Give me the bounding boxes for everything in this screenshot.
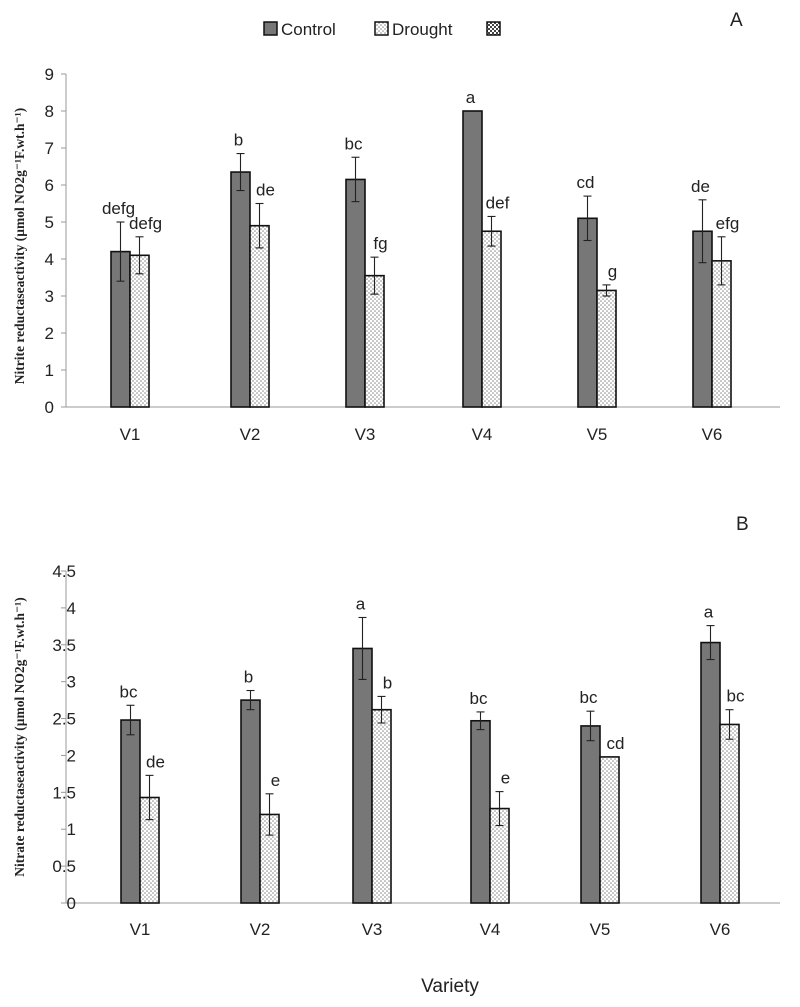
panel-a-significance-letter: bc [345, 134, 363, 153]
panel-a-significance-letter: g [608, 262, 617, 281]
panel-b-significance-letter: b [244, 668, 253, 687]
legend: Control Drought [263, 20, 501, 39]
panel-a-y-tick-label: 0 [45, 398, 54, 417]
panel-b-x-tick-label: V5 [590, 920, 611, 939]
panel-b-bar-control-v3 [352, 647, 373, 904]
panel-a-bar-drought-v4 [481, 230, 502, 408]
panel-b-bar-control-v2 [240, 699, 261, 904]
legend-control-label: Control [281, 20, 336, 39]
panel-b-significance-letter: cd [607, 734, 625, 753]
panel-a-significance-letter: defg [129, 214, 162, 233]
panel-a-bar-drought-v5 [596, 289, 617, 408]
legend-drought-label: Drought [392, 20, 453, 39]
panel-b-y-tick-label: 2.5 [52, 710, 76, 729]
panel-b-significance-letter: a [704, 603, 714, 622]
panel-a-x-tick-label: V1 [120, 425, 141, 444]
panel-b-bar-control-v5 [580, 725, 601, 904]
panel-b-x-tick-label: V6 [710, 920, 731, 939]
panel-a-significance-letter: de [691, 177, 710, 196]
panel-b-bar-control-v6 [700, 641, 721, 904]
x-axis-title: Variety [421, 976, 479, 997]
panel-b-y-tick-label: 2 [67, 746, 76, 765]
panel-b-label: B [736, 514, 749, 535]
panel-a-y-tick-label: 1 [45, 361, 54, 380]
panel-a-significance-letter: a [466, 88, 476, 107]
legend-control-swatch [263, 21, 278, 36]
legend-unnamed-swatch [486, 21, 501, 36]
panel-a-x-tick-label: V5 [587, 425, 608, 444]
panel-b-bar-drought-v5 [599, 756, 620, 904]
panel-b-bar-drought-v3 [371, 708, 392, 904]
panel-a-y-tick-label: 4 [45, 250, 54, 269]
panel-a-y-tick-label: 9 [45, 65, 54, 84]
panel-a-significance-letter: b [234, 131, 243, 150]
panel-a-y-tick-label: 6 [45, 176, 54, 195]
panel-a-significance-letter: efg [716, 214, 740, 233]
panel-a-x-tick-label: V3 [355, 425, 376, 444]
panel-b-y-tick-label: 0.5 [52, 857, 76, 876]
panel-b-bar-control-v1 [120, 719, 141, 904]
panel-b-y-axis-label: Nitrate reductaseactivity (µmol NO2g⁻¹F.… [12, 597, 27, 876]
panel-b-y-tick-label: 1.5 [52, 783, 76, 802]
panel-a-bar-drought-v1 [129, 254, 150, 408]
panel-a-y-tick-label: 3 [45, 287, 54, 306]
panel-a-significance-letter: de [256, 181, 275, 200]
panel-b-x-tick-label: V3 [362, 920, 383, 939]
panel-b-significance-letter: de [146, 752, 165, 771]
panel-a-bar-drought-v2 [249, 224, 270, 408]
panel-b-significance-letter: a [356, 594, 366, 613]
panel-a-x-tick-label: V2 [240, 425, 261, 444]
panel-a-y-tick-label: 7 [45, 139, 54, 158]
panel-b-x-tick-label: V2 [250, 920, 271, 939]
panel-b-significance-letter: b [383, 673, 392, 692]
panel-b-y-tick-label: 1 [67, 820, 76, 839]
panel-b-significance-letter: bc [727, 687, 745, 706]
panel-a-y-tick-label: 2 [45, 324, 54, 343]
panel-a-y-tick-label: 8 [45, 102, 54, 121]
panel-b-y-tick-label: 4 [67, 599, 76, 618]
panel-b-significance-letter: e [501, 769, 510, 788]
panel-a-bar-control-v4 [462, 110, 483, 408]
panel-b-y-tick-label: 3.5 [52, 636, 76, 655]
legend-drought-swatch [374, 21, 389, 36]
panel-a-y-tick-label: 5 [45, 213, 54, 232]
panel-a-significance-letter: def [486, 193, 510, 212]
panel-b-bar-drought-v6 [719, 723, 740, 904]
panel-b-significance-letter: bc [580, 688, 598, 707]
panel-a-bar-control-v2 [230, 171, 251, 408]
panel-a-y-axis-label: Nitrite reductaseactivity (µmol NO2g⁻¹F.… [12, 108, 27, 384]
panel-b-y-tick-label: 0 [67, 894, 76, 913]
panel-a-significance-letter: fg [373, 234, 387, 253]
panel-b-chart: B Nitrate reductaseactivity (µmol NO2g⁻¹… [12, 514, 780, 939]
panel-a-chart: A Nitrite reductaseactivity (µmol NO2g⁻¹… [12, 10, 780, 444]
panel-b-y-tick-label: 3 [67, 673, 76, 692]
panel-b-significance-letter: bc [470, 689, 488, 708]
panel-a-bar-drought-v3 [364, 274, 385, 408]
panel-a-significance-letter: defg [102, 199, 135, 218]
panel-a-significance-letter: cd [577, 173, 595, 192]
panel-a-bar-control-v5 [577, 217, 598, 408]
panel-b-x-tick-label: V1 [130, 920, 151, 939]
panel-a-bar-control-v3 [345, 178, 366, 408]
panel-b-significance-letter: bc [120, 682, 138, 701]
panel-b-significance-letter: e [271, 771, 280, 790]
panel-a-x-tick-label: V6 [702, 425, 723, 444]
panel-b-x-tick-label: V4 [480, 920, 501, 939]
panel-b-bar-control-v4 [470, 719, 491, 904]
panel-b-y-tick-label: 4.5 [52, 562, 76, 581]
panel-a-label: A [730, 10, 743, 31]
panel-a-x-tick-label: V4 [472, 425, 493, 444]
